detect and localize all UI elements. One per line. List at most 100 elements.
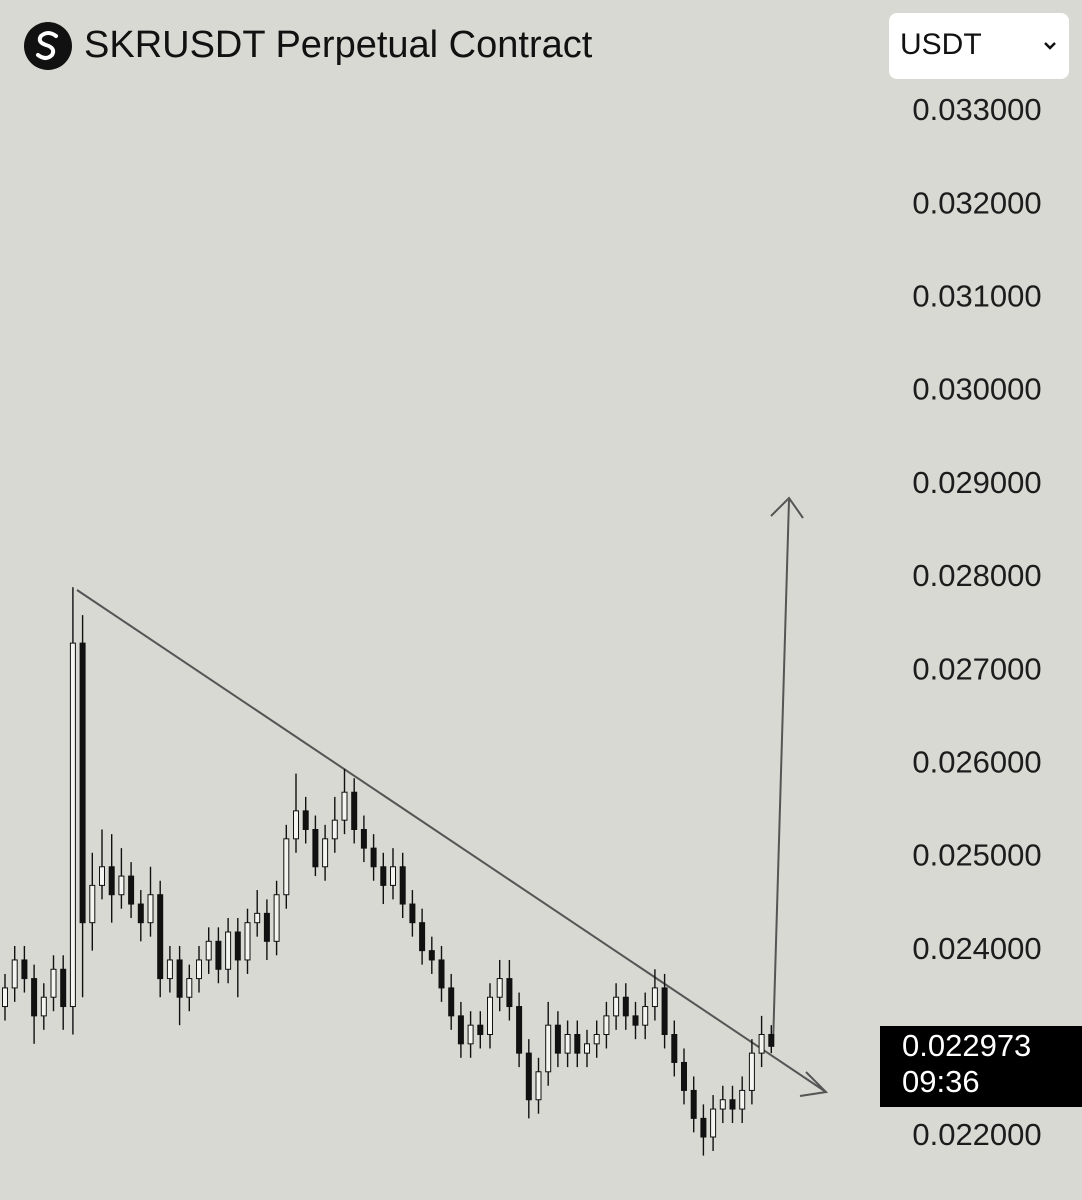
candle-body [176, 959, 183, 998]
y-tick-label: 0.027000 [912, 651, 1041, 686]
candle-body [671, 1034, 678, 1063]
candle-body [758, 1034, 765, 1054]
candle-body [613, 996, 620, 1017]
candle-body [89, 884, 96, 924]
price-marker-box [880, 1026, 1082, 1107]
candle-body [40, 996, 47, 1017]
currency-select-label[interactable]: USDT [900, 28, 982, 61]
candle-body [516, 1006, 523, 1054]
y-tick-label: 0.031000 [912, 279, 1041, 314]
candle-body [554, 1024, 561, 1054]
candle-body [21, 959, 28, 980]
candle-body [681, 1061, 687, 1091]
last-price: 0.022973 [902, 1028, 1031, 1063]
candle-body [370, 847, 377, 868]
candle-body [205, 940, 212, 961]
candle-body [234, 931, 241, 961]
y-tick-label: 0.029000 [912, 465, 1041, 500]
candle-body [632, 1015, 639, 1026]
candle-body [496, 978, 503, 998]
candle-body [293, 810, 299, 840]
candle-body [60, 968, 67, 1008]
chart-title: SKRUSDT Perpetual Contract [84, 24, 593, 66]
candle-body [564, 1034, 571, 1054]
candle-body [603, 1015, 610, 1036]
candle-body [438, 959, 445, 989]
candle-body [244, 922, 251, 961]
candle-body [302, 810, 309, 830]
candle-body [312, 828, 319, 868]
candle-body [399, 866, 406, 905]
candle-body [622, 996, 629, 1017]
candle-body [157, 894, 164, 980]
candle-body [79, 642, 86, 924]
candle-body [661, 987, 668, 1036]
candle-body [525, 1052, 532, 1101]
candle-body [642, 1006, 649, 1026]
candle-body [341, 791, 348, 821]
candle-body [428, 950, 435, 961]
candle-body [147, 894, 154, 924]
candle-body [283, 838, 290, 896]
candle-body [137, 903, 144, 924]
y-tick-label: 0.026000 [912, 744, 1041, 779]
candle-body [273, 894, 280, 942]
candle-body [748, 1052, 755, 1091]
candle-body [651, 987, 658, 1008]
candle-body [128, 875, 135, 905]
coin-logo-mark [36, 31, 58, 60]
y-tick-label: 0.024000 [912, 931, 1041, 966]
candle-body [409, 903, 416, 924]
y-tick-label: 0.030000 [912, 372, 1041, 407]
y-tick-label: 0.025000 [912, 838, 1041, 873]
target-arrow-head [770, 496, 804, 519]
candle-body [99, 866, 105, 886]
currency-select-box[interactable] [889, 13, 1069, 79]
candle-body [710, 1108, 717, 1138]
candle-body [719, 1099, 726, 1110]
candle-body [467, 1024, 474, 1045]
candle-body [545, 1024, 552, 1073]
candle-body [351, 791, 358, 830]
candle-body [448, 987, 455, 1017]
candle-body [729, 1099, 736, 1110]
y-tick-label: 0.022000 [912, 1117, 1041, 1152]
candle-body [215, 940, 222, 970]
candle-body [322, 838, 329, 868]
candle-body [457, 1015, 464, 1045]
candle-body [263, 912, 270, 942]
candle-body [196, 959, 202, 980]
candle-body [574, 1034, 581, 1054]
y-tick-label: 0.032000 [912, 185, 1041, 220]
price-marker: 0.022973 09:36 [880, 1026, 1082, 1107]
candle-body [584, 1043, 590, 1054]
candle-body [593, 1034, 600, 1045]
candle-body [31, 978, 38, 1017]
candle-body [487, 996, 493, 1036]
candle-body [700, 1117, 707, 1138]
candle-body [108, 866, 115, 896]
candle-body [11, 959, 18, 989]
y-tick-label: 0.033000 [912, 92, 1041, 127]
header: SKRUSDT Perpetual Contract USDT [24, 13, 1069, 79]
trend-line [76, 589, 827, 1093]
y-tick-label: 0.028000 [912, 558, 1041, 593]
candle-body [69, 642, 76, 1008]
candle-body [419, 922, 426, 952]
candle-body [2, 987, 8, 1008]
candle-body [477, 1024, 484, 1036]
candle-body [254, 912, 261, 924]
candle-body [535, 1071, 542, 1101]
chevron-icon [1044, 42, 1056, 50]
candle-body [331, 819, 338, 840]
candle-body [186, 978, 193, 998]
candle-body [739, 1089, 746, 1110]
target-arrow [772, 499, 790, 1046]
candle-body [506, 978, 513, 1008]
currency-select[interactable]: USDT [889, 13, 1069, 79]
candle-body [690, 1089, 697, 1119]
candle-body [360, 828, 367, 849]
candle-body [50, 968, 57, 998]
